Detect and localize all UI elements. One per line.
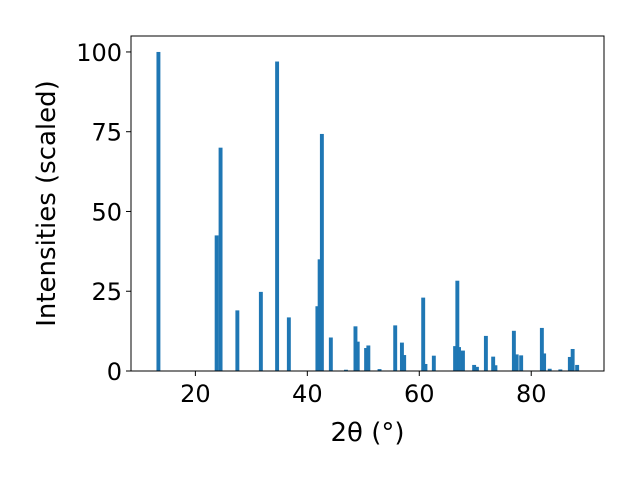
bar: [393, 325, 398, 371]
y-axis-label: Intensities (scaled): [32, 80, 62, 327]
bar: [377, 369, 382, 371]
plot-frame: [130, 35, 605, 372]
bar: [275, 61, 280, 372]
bar: [453, 346, 458, 371]
bar: [402, 355, 407, 371]
bar: [431, 355, 436, 371]
bars: [156, 51, 580, 372]
bar: [575, 364, 580, 371]
bar: [542, 353, 547, 371]
y-tick-label: 75: [91, 119, 122, 147]
bar: [460, 350, 465, 371]
bar: [343, 369, 348, 371]
x-tick-label: 40: [292, 380, 323, 408]
bar: [519, 355, 524, 371]
bar: [567, 356, 572, 371]
bar: [156, 51, 161, 371]
bar: [514, 354, 519, 371]
bar: [423, 363, 428, 371]
y-axis-ticks: 0 25 50 75 100: [76, 39, 131, 386]
bar: [399, 342, 404, 371]
bar: [355, 341, 360, 371]
bar: [491, 356, 496, 371]
bar: [493, 365, 498, 371]
bar: [483, 335, 488, 371]
bar: [353, 326, 358, 371]
bar: [511, 330, 516, 371]
bar: [421, 297, 426, 371]
x-axis-ticks: 20 40 60 80: [180, 371, 547, 408]
bar: [474, 366, 479, 371]
bar: [328, 337, 333, 371]
bar: [218, 147, 223, 371]
bar: [455, 280, 460, 371]
bar: [286, 317, 291, 371]
x-tick-label: 80: [516, 380, 547, 408]
bar: [364, 348, 369, 371]
bar: [315, 306, 320, 371]
bar: [547, 368, 552, 371]
bar: [319, 133, 324, 371]
bar: [317, 259, 322, 371]
bar: [570, 348, 575, 371]
x-tick-label: 60: [404, 380, 435, 408]
bar: [558, 369, 563, 371]
bar: [457, 347, 461, 371]
bar: [472, 364, 477, 371]
bar: [366, 345, 371, 371]
bar: [539, 327, 544, 371]
y-tick-label: 50: [91, 198, 122, 226]
bar: [258, 291, 263, 371]
bar: [235, 310, 240, 371]
bar: [214, 235, 219, 371]
y-tick-label: 25: [91, 278, 122, 306]
y-tick-label: 100: [76, 39, 122, 67]
x-tick-label: 20: [180, 380, 211, 408]
x-axis-label: 2θ (°): [330, 418, 404, 448]
y-tick-label: 0: [107, 358, 122, 386]
